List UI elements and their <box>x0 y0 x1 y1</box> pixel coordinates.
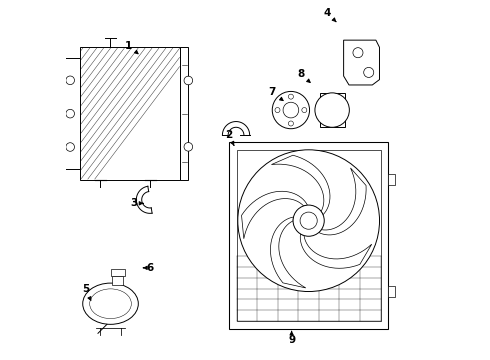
Bar <box>389 174 395 185</box>
Circle shape <box>302 108 307 113</box>
Circle shape <box>184 76 193 85</box>
Circle shape <box>283 102 299 118</box>
Polygon shape <box>242 191 307 239</box>
Polygon shape <box>343 40 379 85</box>
Bar <box>317 213 335 229</box>
Bar <box>237 150 381 321</box>
Circle shape <box>293 205 324 236</box>
Bar <box>389 286 395 297</box>
Polygon shape <box>222 122 250 135</box>
Text: 9: 9 <box>288 332 295 345</box>
Bar <box>180 47 188 180</box>
Bar <box>80 47 180 180</box>
Text: 8: 8 <box>297 69 310 82</box>
Bar <box>111 269 125 276</box>
Bar <box>60 58 80 169</box>
Bar <box>320 93 345 127</box>
Text: 3: 3 <box>130 198 143 208</box>
Circle shape <box>66 143 74 151</box>
Polygon shape <box>136 186 152 213</box>
Bar <box>112 276 123 285</box>
Text: 5: 5 <box>82 284 91 300</box>
Circle shape <box>289 94 294 99</box>
Circle shape <box>315 93 349 127</box>
Ellipse shape <box>83 283 138 324</box>
Circle shape <box>66 109 74 118</box>
Polygon shape <box>300 234 372 268</box>
Circle shape <box>275 108 280 113</box>
Circle shape <box>272 91 310 129</box>
Ellipse shape <box>90 289 131 319</box>
Text: 2: 2 <box>225 130 234 145</box>
Circle shape <box>238 150 380 292</box>
Polygon shape <box>271 155 330 215</box>
Text: 7: 7 <box>268 87 283 100</box>
Polygon shape <box>319 168 366 235</box>
Circle shape <box>300 212 317 229</box>
Bar <box>229 142 389 329</box>
Circle shape <box>289 121 294 126</box>
Text: 6: 6 <box>144 263 153 273</box>
Polygon shape <box>270 217 306 288</box>
Circle shape <box>66 76 74 85</box>
Circle shape <box>184 143 193 151</box>
Text: 1: 1 <box>125 41 138 54</box>
Circle shape <box>353 48 363 58</box>
Circle shape <box>364 67 374 77</box>
Text: 4: 4 <box>324 8 336 22</box>
